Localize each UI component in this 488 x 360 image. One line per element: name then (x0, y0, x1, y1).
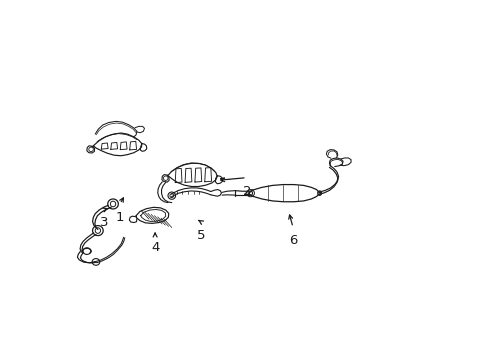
Text: 5: 5 (197, 229, 205, 242)
Text: 4: 4 (151, 242, 159, 255)
Text: 2: 2 (242, 185, 250, 198)
Text: 6: 6 (288, 234, 297, 247)
Text: 3: 3 (100, 216, 109, 229)
Text: 1: 1 (115, 211, 124, 224)
